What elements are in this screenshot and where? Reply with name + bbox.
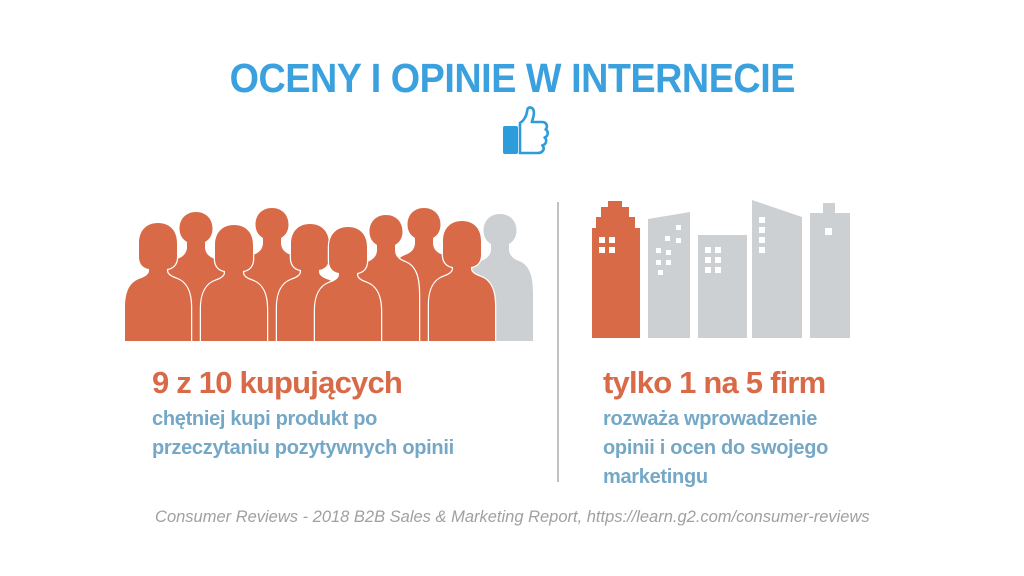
companies-stat-subtext: rozważa wprowadzenie opinii i ocen do sw… [603,408,829,488]
buyers-stat-subtext: chętniej kupi produkt po przeczytaniu po… [152,408,454,459]
person-silhouette-1 [123,221,193,341]
building-5 [810,203,850,338]
building-4 [752,200,802,338]
companies-stat-block: tylko 1 na 5 firm rozważa wprowadzenie o… [603,365,903,492]
building-2 [648,212,690,338]
buyers-crowd-graphic [123,206,535,341]
source-citation: Consumer Reviews - 2018 B2B Sales & Mark… [154,507,870,526]
building-3 [698,235,747,338]
building-1 [592,201,640,338]
companies-stat-heading: tylko 1 na 5 firm [603,365,826,400]
buyers-stat-heading: 9 z 10 kupujących [152,365,403,400]
person-silhouette-3 [199,223,269,341]
section-divider [557,202,559,482]
thumbs-up-icon [500,106,560,158]
page-title: OCENY I OPINIE W INTERNECIE [229,55,795,102]
buyers-stat-block: 9 z 10 kupujących chętniej kupi produkt … [152,365,522,463]
companies-buildings-graphic [592,200,850,338]
